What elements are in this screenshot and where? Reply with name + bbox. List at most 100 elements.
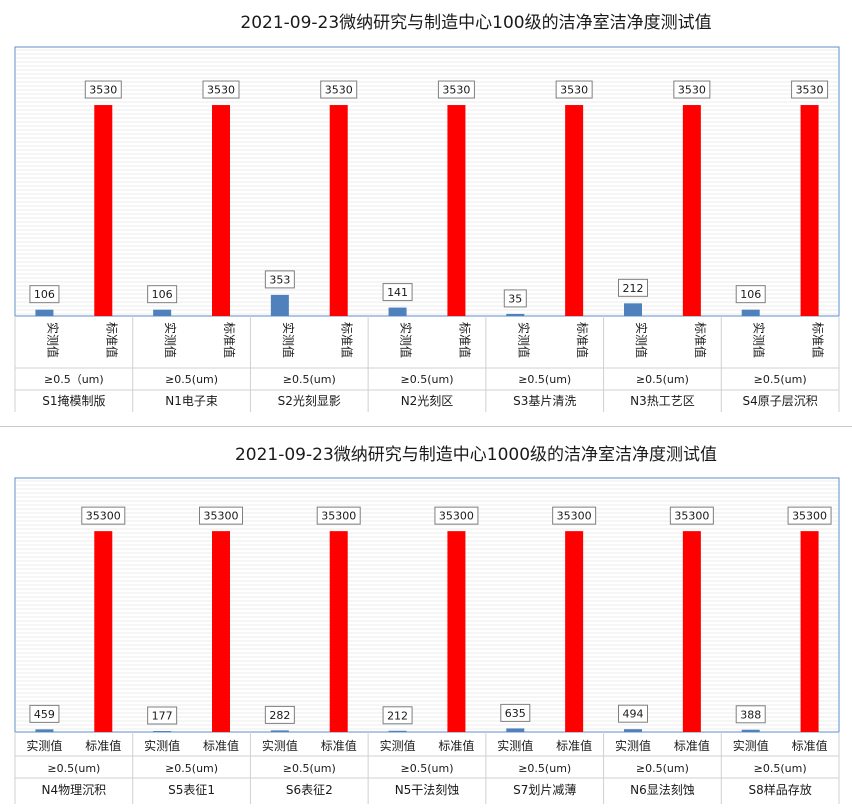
- series-tick-label: 标准值: [575, 322, 590, 358]
- bar-standard: [329, 531, 348, 732]
- data-label-box: [669, 506, 714, 525]
- series-tick-label: 标准值: [693, 322, 708, 358]
- series-tick-label: 实测值: [45, 322, 60, 358]
- series-tick-label: 实测值: [262, 738, 298, 753]
- data-label: 35300: [86, 510, 121, 523]
- data-label-box: [316, 506, 361, 525]
- bar-standard: [682, 531, 701, 732]
- chart-title: 2021-09-23微纳研究与制造中心1000级的洁净室洁净度测试值: [234, 445, 718, 465]
- particle-size-label: ≥0.5（um): [44, 373, 104, 386]
- data-label: 35300: [557, 510, 592, 523]
- series-tick-label: 实测值: [497, 738, 533, 753]
- series-tick-label: 实测值: [26, 738, 62, 753]
- category-label: N4物理沉积: [42, 783, 107, 797]
- data-label-box: [500, 703, 531, 722]
- chart-panel-1000: 2021-09-23微纳研究与制造中心1000级的洁净室洁净度测试值 459 实测…: [0, 428, 852, 809]
- data-label: 459: [34, 708, 55, 721]
- series-tick-label: 实测值: [380, 738, 416, 753]
- series-tick-label: 标准值: [556, 738, 592, 753]
- data-label-box: [735, 705, 766, 724]
- plot-area: [14, 46, 840, 317]
- particle-size-label: ≥0.5(um): [636, 762, 689, 775]
- category-label: N2光刻区: [401, 394, 454, 408]
- data-label: 3530: [325, 84, 353, 97]
- bar-measured: [270, 294, 289, 316]
- data-label-box: [29, 704, 60, 723]
- data-label-box: [320, 80, 358, 99]
- bar-measured: [741, 309, 760, 316]
- data-label: 35300: [204, 510, 239, 523]
- series-tick-label: 实测值: [516, 322, 531, 358]
- data-label-box: [29, 285, 60, 304]
- bar-measured: [35, 309, 54, 316]
- data-label-box: [199, 506, 243, 525]
- category-label: S8样品存放: [749, 782, 812, 797]
- particle-size-label: ≥0.5(um): [754, 762, 807, 775]
- particle-size-label: ≥0.5(um): [165, 762, 218, 775]
- data-label: 106: [34, 288, 55, 301]
- data-label-box: [555, 80, 593, 99]
- series-tick-label: 标准值: [321, 738, 357, 753]
- series-tick-label: 实测值: [752, 322, 767, 358]
- bar-standard: [212, 105, 230, 317]
- data-label: 3530: [678, 84, 706, 97]
- data-label-box: [147, 706, 178, 725]
- particle-size-label: ≥0.5(um): [518, 373, 571, 386]
- particle-size-label: ≥0.5(um): [165, 373, 218, 386]
- bar-standard: [329, 105, 348, 317]
- data-label-box: [264, 270, 295, 289]
- data-label: 282: [269, 709, 290, 722]
- series-tick-label: 标准值: [674, 738, 710, 753]
- bar-measured: [388, 307, 407, 316]
- bar-standard: [94, 105, 113, 317]
- category-label: N6显法刻蚀: [630, 783, 695, 797]
- bar-measured: [624, 303, 642, 316]
- series-tick-label: 标准值: [203, 738, 239, 753]
- bar-standard: [800, 531, 819, 732]
- bar-measured: [624, 729, 642, 732]
- data-label: 3530: [796, 84, 824, 97]
- bar-standard: [682, 105, 701, 317]
- particle-size-label: ≥0.5(um): [47, 762, 100, 775]
- particle-size-label: ≥0.5(um): [754, 373, 807, 386]
- bar-measured: [153, 730, 172, 732]
- data-label: 141: [387, 286, 408, 299]
- bar-standard: [800, 105, 819, 317]
- series-tick-label: 实测值: [399, 322, 414, 358]
- bar-standard: [447, 105, 466, 317]
- panel-divider: [0, 426, 852, 427]
- bar-standard: [212, 531, 230, 732]
- category-label: S5表征1: [168, 783, 215, 797]
- category-label: S1掩模制版: [42, 394, 105, 408]
- data-label-box: [673, 80, 711, 99]
- series-tick-label: 标准值: [222, 322, 237, 358]
- series-tick-label: 实测值: [634, 322, 649, 358]
- series-tick-label: 实测值: [144, 738, 180, 753]
- series-tick-label: 标准值: [457, 322, 472, 358]
- chart-1000-svg: 459 实测值 35300 标准值 ≥0.5(um) N4物理沉积 177 实测值 35300 标…: [14, 477, 840, 804]
- bar-standard: [447, 531, 466, 732]
- data-label-box: [81, 506, 126, 525]
- bar-measured: [35, 729, 54, 732]
- data-label: 3530: [89, 84, 117, 97]
- data-label-box: [787, 506, 832, 525]
- data-label-box: [735, 285, 766, 304]
- data-label: 388: [740, 708, 761, 721]
- category-label: S4原子层沉积: [743, 394, 818, 408]
- particle-size-label: ≥0.5(um): [636, 373, 689, 386]
- bar-measured: [153, 309, 172, 316]
- data-label-box: [264, 705, 295, 724]
- data-label-box: [791, 80, 829, 99]
- series-tick-label: 标准值: [85, 738, 121, 753]
- data-label-box: [84, 80, 122, 99]
- data-label: 212: [387, 709, 408, 722]
- series-tick-label: 实测值: [281, 322, 296, 358]
- data-label: 35: [508, 292, 522, 305]
- bar-measured: [741, 729, 760, 732]
- data-label-box: [382, 283, 413, 302]
- data-label: 35300: [439, 510, 474, 523]
- bar-measured: [506, 313, 525, 316]
- chart-panel-100: 2021-09-23微纳研究与制造中心100级的洁净室洁净度测试值 106 实测值…: [14, 13, 840, 412]
- chart-100-svg: 106 实测值 3530 标准值 ≥0.5（um) S1掩模制版 106 实测值 3530 标准值…: [14, 46, 840, 412]
- category-label: S7划片减薄: [513, 782, 576, 797]
